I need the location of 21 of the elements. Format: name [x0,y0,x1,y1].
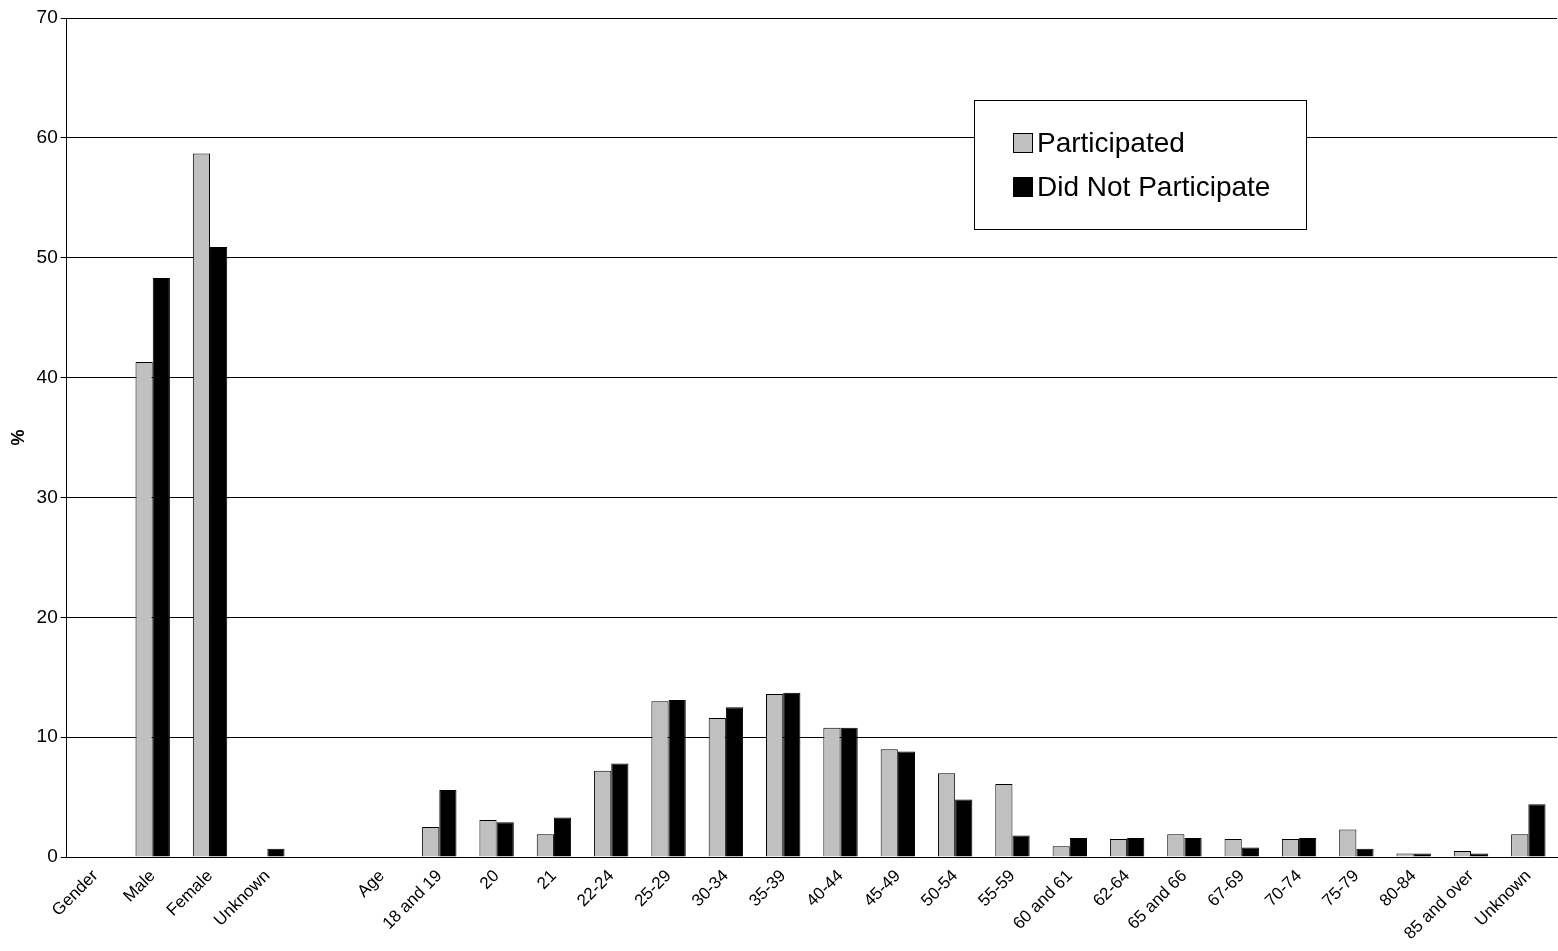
y-axis-title: % [7,429,28,446]
bar [496,822,514,857]
y-tick-label: 30 [36,485,58,507]
bar [553,817,572,857]
y-tick-label: 50 [36,245,58,267]
y-tick-label: 20 [36,605,58,627]
y-tick-label: 0 [47,845,58,867]
y-tick-label: 40 [36,365,58,387]
x-tick-label: 20 [475,866,503,893]
bar [897,751,916,857]
bar [267,848,285,857]
y-tick-label: 10 [36,725,58,747]
y-tick-label: 60 [36,126,58,148]
legend-label: Did Not Participate [1037,171,1271,203]
x-tick-label: Age [353,866,389,901]
x-tick-label: 21 [533,866,561,893]
bar [1241,847,1259,857]
bar [1413,853,1431,857]
y-tick-label: 70 [36,6,58,28]
legend-label: Participated [1037,127,1185,159]
bar [1528,804,1546,857]
